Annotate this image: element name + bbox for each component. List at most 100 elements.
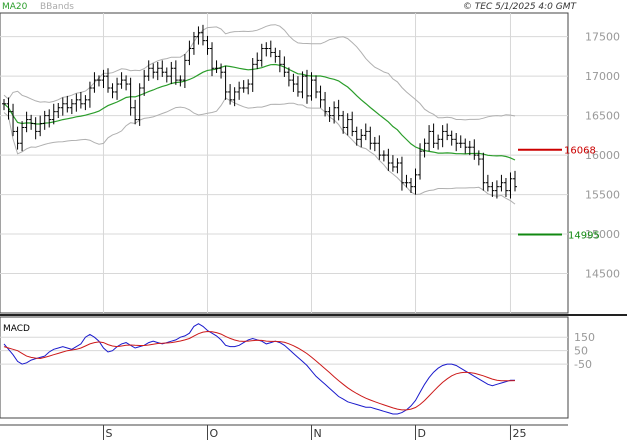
ohlc-bar	[182, 54, 187, 88]
ohlc-bar	[304, 69, 309, 104]
ohlc-bar	[286, 67, 291, 87]
ohlc-bar	[494, 180, 499, 199]
ohlc-bar	[490, 181, 495, 197]
price-levels: 16068 14995	[518, 146, 600, 241]
price-tick-label: 14500	[585, 268, 620, 281]
ohlc-bar	[273, 47, 278, 63]
ohlc-bar	[259, 43, 264, 67]
bollinger-bands	[3, 24, 516, 205]
ohlc-bar	[445, 123, 450, 141]
ohlc-bar	[404, 174, 409, 188]
time-tick-label: S	[105, 427, 112, 440]
ohlc-bar	[119, 72, 124, 89]
ohlc-bar	[277, 50, 282, 73]
ohlc-bar	[69, 99, 74, 115]
ohlc-bar	[29, 114, 34, 130]
support-level-label: 14995	[568, 230, 600, 241]
ohlc-bar	[232, 87, 237, 107]
ohlc-bar	[476, 150, 481, 166]
macd-lines	[3, 323, 516, 415]
ohlc-bar	[51, 103, 56, 125]
ohlc-bar	[381, 150, 386, 162]
ohlc-bar	[472, 139, 477, 160]
ohlc-bar	[169, 61, 174, 85]
ohlc-bar	[295, 76, 300, 97]
ohlc-bar	[2, 99, 6, 111]
ohlc-bar	[458, 135, 463, 148]
ohlc-bar	[191, 31, 196, 55]
ohlc-bar	[15, 126, 20, 150]
price-tick-label: 16500	[585, 110, 620, 123]
ohlc-bar	[463, 138, 468, 154]
ohlc-bar	[11, 103, 16, 137]
ohlc-bar	[345, 113, 350, 136]
ohlc-bar	[133, 99, 138, 125]
ohlc-bar	[33, 117, 38, 140]
ohlc-bar	[359, 129, 364, 148]
ohlc-bar	[87, 81, 92, 108]
ohlc-bar	[200, 24, 205, 46]
ohlc-bar	[314, 75, 319, 99]
ma20-line	[3, 63, 516, 161]
ohlc-bar	[399, 156, 404, 191]
ohlc-bar	[513, 170, 517, 192]
ohlc-bar	[101, 69, 106, 88]
ohlc-bar	[427, 125, 432, 152]
time-tick-label: O	[209, 427, 218, 440]
ohlc-bar	[210, 42, 215, 77]
ohlc-bar	[214, 60, 219, 73]
ohlc-bar	[74, 93, 79, 112]
macd-tick-label: 150	[574, 331, 595, 344]
ohlc-bar	[291, 73, 296, 92]
ohlc-bar	[164, 67, 169, 83]
ohlc-bar	[368, 126, 373, 150]
ohlc-bar	[318, 85, 323, 108]
ohlc-bar	[20, 121, 25, 152]
time-tick-label: N	[314, 427, 322, 440]
ohlc-bar	[372, 136, 377, 152]
copyright-text: © TEC 5/1/2025 4:0 GMT	[463, 2, 578, 12]
ohlc-bar	[6, 97, 11, 120]
ohlc-bar	[418, 143, 423, 180]
ohlc-bars	[2, 24, 517, 199]
price-tick-label: 17000	[585, 70, 620, 83]
price-tick-label: 15500	[585, 189, 620, 202]
ohlc-bar	[485, 174, 490, 192]
ohlc-bar	[24, 111, 29, 133]
ohlc-bar	[187, 40, 192, 66]
ohlc-bar	[499, 174, 504, 192]
ohlc-bar	[323, 91, 328, 117]
signal-line-path	[3, 330, 516, 411]
macd-title: MACD	[3, 324, 30, 334]
ohlc-bar	[205, 35, 210, 55]
macd-tick-label: -50	[574, 358, 592, 371]
ohlc-bar	[454, 133, 459, 152]
ohlc-bar	[481, 152, 486, 191]
ohlc-bar	[160, 60, 165, 77]
ohlc-bar	[78, 91, 83, 109]
price-axis-ticks: 17500 17000 16500 16000 15500 15000 14500	[585, 31, 620, 281]
ohlc-bar	[350, 111, 355, 137]
ohlc-bar	[268, 40, 273, 58]
bbands-legend: BBands	[40, 2, 74, 12]
ohlc-bar	[65, 95, 70, 113]
lower-band-line	[3, 97, 516, 205]
ohlc-bar	[56, 103, 61, 118]
ohlc-bar	[219, 63, 224, 79]
ohlc-bar	[115, 77, 120, 100]
ohlc-bar	[228, 84, 233, 105]
time-tick-label: 25	[512, 427, 526, 440]
ohlc-bar	[467, 140, 472, 156]
ohlc-bar	[83, 95, 88, 111]
ohlc-bar	[196, 26, 201, 45]
ohlc-bar	[309, 72, 314, 101]
ohlc-bar	[363, 123, 368, 141]
ohlc-bar	[436, 134, 441, 150]
ohlc-bar	[96, 75, 101, 87]
time-axis-ticks: S O N D 25	[102, 425, 526, 440]
ohlc-bar	[173, 60, 178, 85]
ohlc-bar	[386, 148, 391, 171]
ohlc-bar	[431, 123, 436, 148]
ohlc-bar	[137, 83, 142, 126]
